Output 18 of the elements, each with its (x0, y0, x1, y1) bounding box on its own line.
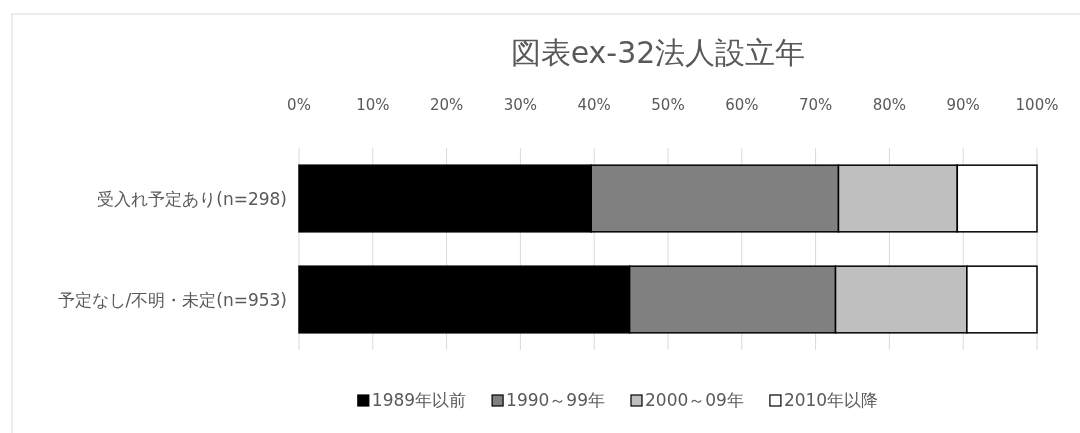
x-tick-label: 70% (798, 96, 833, 114)
x-tick-label: 30% (503, 96, 538, 114)
legend-label: 1990～99年 (506, 390, 605, 410)
x-tick-label: 90% (946, 96, 980, 114)
x-tick-label: 100% (1015, 96, 1059, 114)
x-tick-label: 0% (287, 96, 311, 114)
legend-label: 2010年以降 (783, 390, 879, 410)
y-tick-label: 受入れ予定あり(n=298) (97, 188, 287, 209)
x-tick-label: 40% (577, 96, 611, 114)
legend-label: 1989年以前 (371, 390, 467, 410)
x-tick-label: 20% (429, 96, 464, 114)
y-tick-label: 予定なし/不明・未定(n=953) (57, 289, 287, 310)
x-tick-label: 10% (356, 96, 390, 114)
x-tick-label: 80% (872, 96, 907, 114)
legend-label: 2000～09年 (645, 390, 744, 410)
chart-title: 図表ex-32法人設立年 (510, 35, 806, 70)
x-tick-label: 50% (651, 96, 685, 114)
x-tick-label: 60% (725, 96, 759, 114)
